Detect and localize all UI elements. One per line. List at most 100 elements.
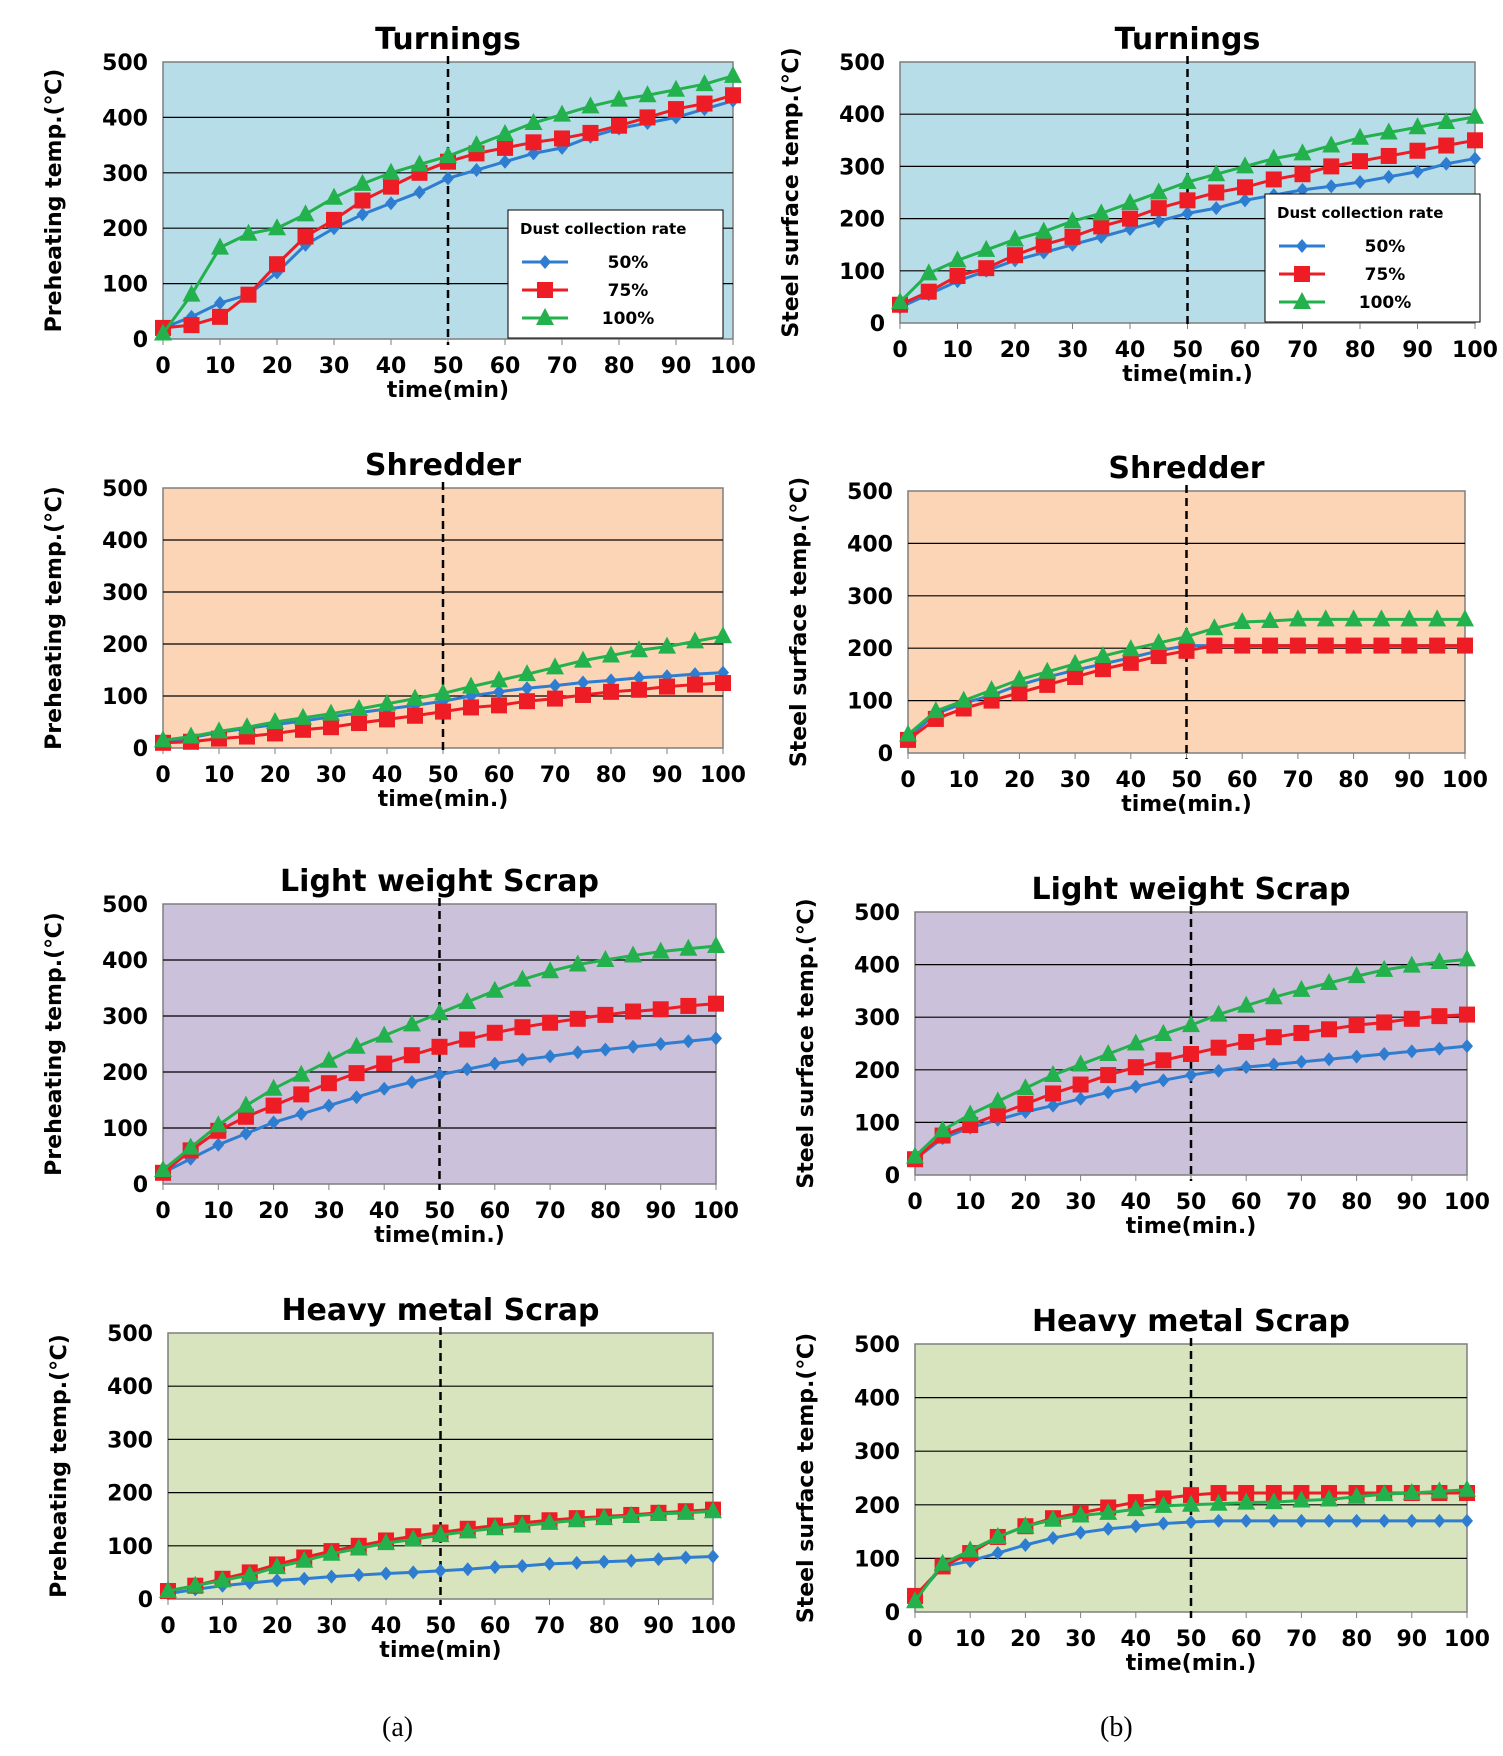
chart-panel-b-shredder: 0 100 200 300 400 500 0 10 20 30 40 50 60 70 80 90 100 Sh… <box>787 451 1488 817</box>
y-tick-label: 400 <box>102 106 148 131</box>
data-point <box>325 1569 338 1584</box>
y-tick-label: 500 <box>107 1322 153 1347</box>
x-tick-label: 30 <box>1065 1627 1096 1652</box>
data-point <box>676 1502 695 1520</box>
legend-label: 50% <box>608 253 649 273</box>
data-point <box>1154 1495 1173 1513</box>
data-point <box>182 726 200 744</box>
data-point <box>696 95 713 112</box>
data-point <box>977 239 996 257</box>
data-point <box>238 717 256 735</box>
data-point <box>574 650 592 668</box>
data-point <box>1099 1044 1118 1062</box>
chart-panel-a-turnings: 0 100 200 300 400 500 0 10 20 30 40 50 60 70 80 90 100 Tu… <box>42 22 756 403</box>
y-tick-label: 200 <box>854 1059 900 1084</box>
data-point <box>1182 1494 1200 1512</box>
x-axis-label: time(min) <box>379 1638 501 1663</box>
y-tick-label: 500 <box>847 480 893 505</box>
data-point <box>1320 973 1338 991</box>
data-point <box>486 1518 504 1536</box>
data-point <box>1102 1521 1115 1536</box>
data-point <box>352 1568 365 1583</box>
x-tick-label: 10 <box>203 1199 234 1224</box>
data-point <box>1289 637 1306 654</box>
x-tick-label: 70 <box>1286 1627 1317 1652</box>
data-point <box>1074 1525 1087 1540</box>
chart-title: Heavy metal Scrap <box>281 1293 599 1328</box>
x-tick-label: 0 <box>155 1199 170 1224</box>
data-point <box>459 1031 476 1048</box>
x-tick-label: 60 <box>490 354 521 379</box>
data-point <box>268 218 286 236</box>
x-tick-label: 20 <box>1010 1627 1041 1652</box>
data-point <box>1016 1078 1035 1096</box>
data-point <box>919 263 938 281</box>
data-point <box>1185 1514 1197 1529</box>
data-point <box>553 104 571 122</box>
caption-a: (a) <box>382 1712 414 1743</box>
data-point <box>1017 1095 1034 1112</box>
data-point <box>1182 1015 1200 1033</box>
data-point <box>1433 1513 1446 1528</box>
x-tick-label: 70 <box>534 1614 565 1639</box>
data-point <box>707 936 725 953</box>
chart-title: Light weight Scrap <box>1032 872 1351 907</box>
data-point <box>516 1052 529 1067</box>
data-point <box>570 1555 583 1570</box>
chart-title: Light weight Scrap <box>280 864 599 899</box>
data-point <box>1405 1044 1418 1059</box>
data-point <box>1262 637 1279 654</box>
data-point <box>406 688 424 706</box>
data-point <box>271 1573 283 1588</box>
x-tick-label: 10 <box>942 338 973 363</box>
data-point <box>378 693 396 711</box>
data-point <box>378 1081 391 1096</box>
data-point <box>1292 1490 1311 1508</box>
data-point <box>1179 192 1196 209</box>
x-tick-label: 100 <box>710 354 756 379</box>
data-point <box>542 1014 559 1031</box>
y-tick-label: 100 <box>854 1547 900 1572</box>
data-point <box>407 1565 420 1580</box>
x-tick-label: 40 <box>1115 338 1146 363</box>
data-point <box>320 1075 337 1092</box>
data-point <box>1347 966 1366 984</box>
data-point <box>625 1553 638 1568</box>
x-tick-label: 50 <box>1176 1190 1207 1215</box>
x-tick-label: 20 <box>262 1614 293 1639</box>
data-point <box>724 65 742 83</box>
data-point <box>1074 1091 1087 1106</box>
y-tick-label: 200 <box>839 208 885 233</box>
x-tick-label: 40 <box>376 354 407 379</box>
data-point <box>1039 676 1056 693</box>
x-tick-label: 0 <box>907 1190 922 1215</box>
data-point <box>1294 166 1311 183</box>
chart-title: Turnings <box>375 22 521 57</box>
legend-title: Dust collection rate <box>520 220 686 238</box>
chart-panel-b-heavy: 0 100 200 300 400 500 0 10 20 30 40 50 60 70 80 90 100 He… <box>794 1304 1490 1676</box>
data-point <box>1234 637 1251 654</box>
data-point <box>211 237 229 255</box>
data-point <box>1402 955 1421 973</box>
data-point <box>382 162 400 180</box>
legend-marker <box>539 255 551 269</box>
data-point <box>1071 1054 1090 1072</box>
data-point <box>1209 1004 1228 1022</box>
x-tick-label: 30 <box>314 1199 345 1224</box>
data-point <box>490 670 508 688</box>
x-tick-label: 0 <box>160 1614 175 1639</box>
x-tick-label: 100 <box>690 1614 736 1639</box>
data-point <box>1382 169 1395 184</box>
data-point <box>1149 632 1168 650</box>
data-point <box>516 1559 529 1574</box>
y-tick-label: 400 <box>107 1375 153 1400</box>
data-point <box>714 626 732 644</box>
x-tick-label: 80 <box>1341 1190 1372 1215</box>
data-point <box>1265 1029 1282 1046</box>
x-tick-label: 90 <box>661 354 692 379</box>
data-point <box>658 636 676 654</box>
data-point <box>1458 949 1476 967</box>
data-point <box>1127 1059 1144 1076</box>
legend-marker <box>536 308 554 325</box>
data-point <box>1121 192 1139 210</box>
